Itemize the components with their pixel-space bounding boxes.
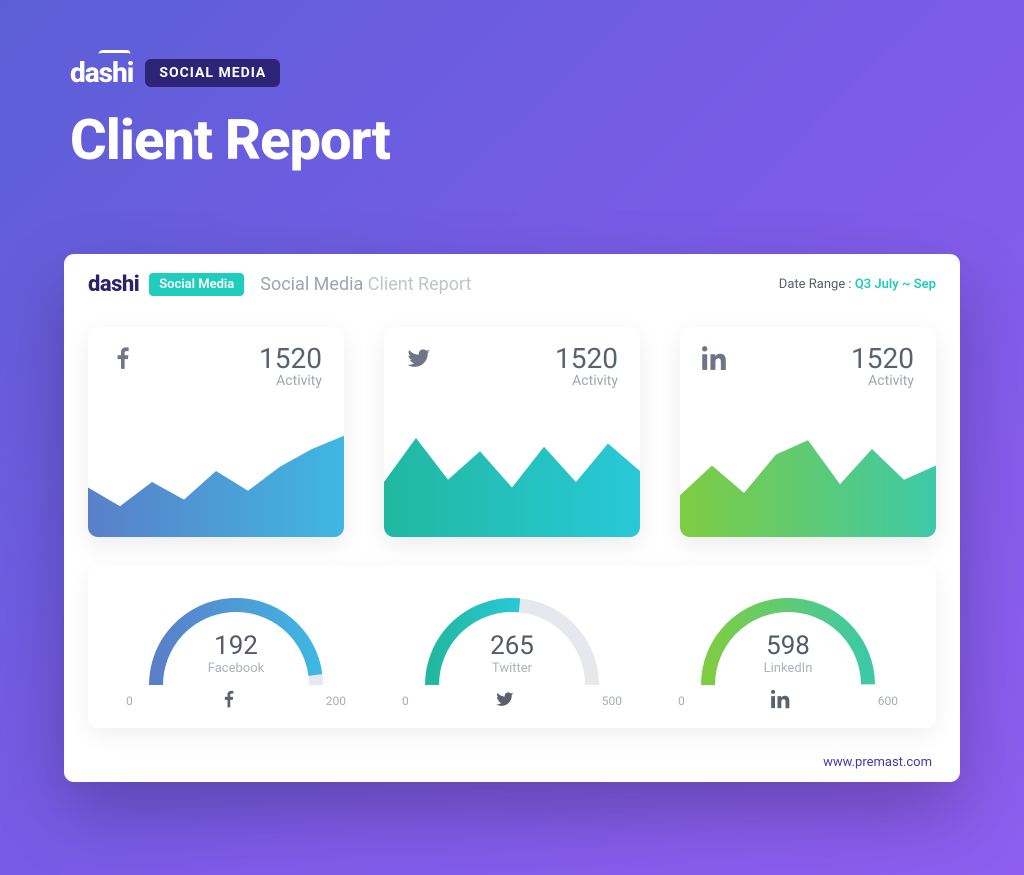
card-header: 1520 Activity — [384, 327, 640, 389]
gauge-axis: 0 600 — [650, 689, 926, 712]
gauge-value: 192 — [208, 631, 264, 661]
card-header: 1520 Activity — [88, 327, 344, 389]
card-value: 1520 — [259, 345, 322, 373]
area-chart — [88, 427, 344, 537]
gauge-axis: 0 200 — [98, 689, 374, 712]
gauge-panel: 192 Facebook 0 200 265 Twitter 0 500 — [88, 565, 936, 728]
activity-cards-row: 1520 Activity 1520 Activity — [88, 327, 936, 537]
gauge-center: 192 Facebook — [208, 631, 264, 676]
gauge-facebook[interactable]: 192 Facebook 0 200 — [98, 585, 374, 712]
gauge-axis: 0 500 — [374, 689, 650, 712]
date-range-value: Q3 July ~ Sep — [855, 277, 936, 292]
gauge-min: 0 — [402, 694, 409, 708]
gauge-twitter[interactable]: 265 Twitter 0 500 — [374, 585, 650, 712]
panel-title-prefix: Social Media — [260, 274, 367, 295]
linkedin-icon — [771, 689, 791, 712]
panel-title-suffix: Client Report — [368, 274, 472, 295]
gauge-value: 265 — [490, 631, 534, 661]
card-header: 1520 Activity — [680, 327, 936, 389]
card-value-wrap: 1520 Activity — [555, 345, 618, 389]
card-label: Activity — [555, 373, 618, 389]
card-label: Activity — [259, 373, 322, 389]
gauge-label: LinkedIn — [764, 661, 813, 676]
card-label: Activity — [851, 373, 914, 389]
badge-inner: Social Media — [149, 273, 244, 296]
twitter-icon — [495, 689, 515, 712]
card-value: 1520 — [851, 345, 914, 373]
gauge-min: 0 — [678, 694, 685, 708]
date-range-label: Date Range : — [779, 277, 855, 292]
logo-inner: dashi — [88, 272, 139, 297]
brand-row: dashi SOCIAL MEDIA — [70, 56, 954, 89]
gauge-value: 598 — [764, 631, 813, 661]
gauge-center: 598 LinkedIn — [764, 631, 813, 676]
panel-title: Social Media Client Report — [260, 274, 471, 295]
activity-card-facebook[interactable]: 1520 Activity — [88, 327, 344, 537]
gauge-max: 500 — [602, 694, 622, 708]
activity-card-twitter[interactable]: 1520 Activity — [384, 327, 640, 537]
twitter-icon — [406, 345, 432, 389]
gauge-linkedin[interactable]: 598 LinkedIn 0 600 — [650, 585, 926, 712]
facebook-icon — [110, 345, 136, 389]
gauge-label: Facebook — [208, 661, 264, 676]
footer-link[interactable]: www.premast.com — [823, 755, 932, 770]
card-value-wrap: 1520 Activity — [259, 345, 322, 389]
area-chart — [680, 427, 936, 537]
gauge-max: 200 — [326, 694, 346, 708]
dashboard-panel: dashi Social Media Social Media Client R… — [64, 254, 960, 782]
gauge-center: 265 Twitter — [490, 631, 534, 676]
activity-card-linkedin[interactable]: 1520 Activity — [680, 327, 936, 537]
panel-header: dashi Social Media Social Media Client R… — [88, 272, 936, 297]
panel-header-left: dashi Social Media Social Media Client R… — [88, 272, 471, 297]
facebook-icon — [219, 689, 239, 712]
linkedin-icon — [702, 345, 728, 389]
card-value: 1520 — [555, 345, 618, 373]
outer-header: dashi SOCIAL MEDIA Client Report — [0, 0, 1024, 173]
page-title: Client Report — [70, 107, 954, 173]
badge-outer: SOCIAL MEDIA — [145, 59, 280, 87]
card-value-wrap: 1520 Activity — [851, 345, 914, 389]
gauge-label: Twitter — [490, 661, 534, 676]
logo-outer: dashi — [70, 56, 133, 89]
date-range: Date Range : Q3 July ~ Sep — [779, 277, 936, 292]
gauge-max: 600 — [878, 694, 898, 708]
area-chart — [384, 427, 640, 537]
gauge-min: 0 — [126, 694, 133, 708]
